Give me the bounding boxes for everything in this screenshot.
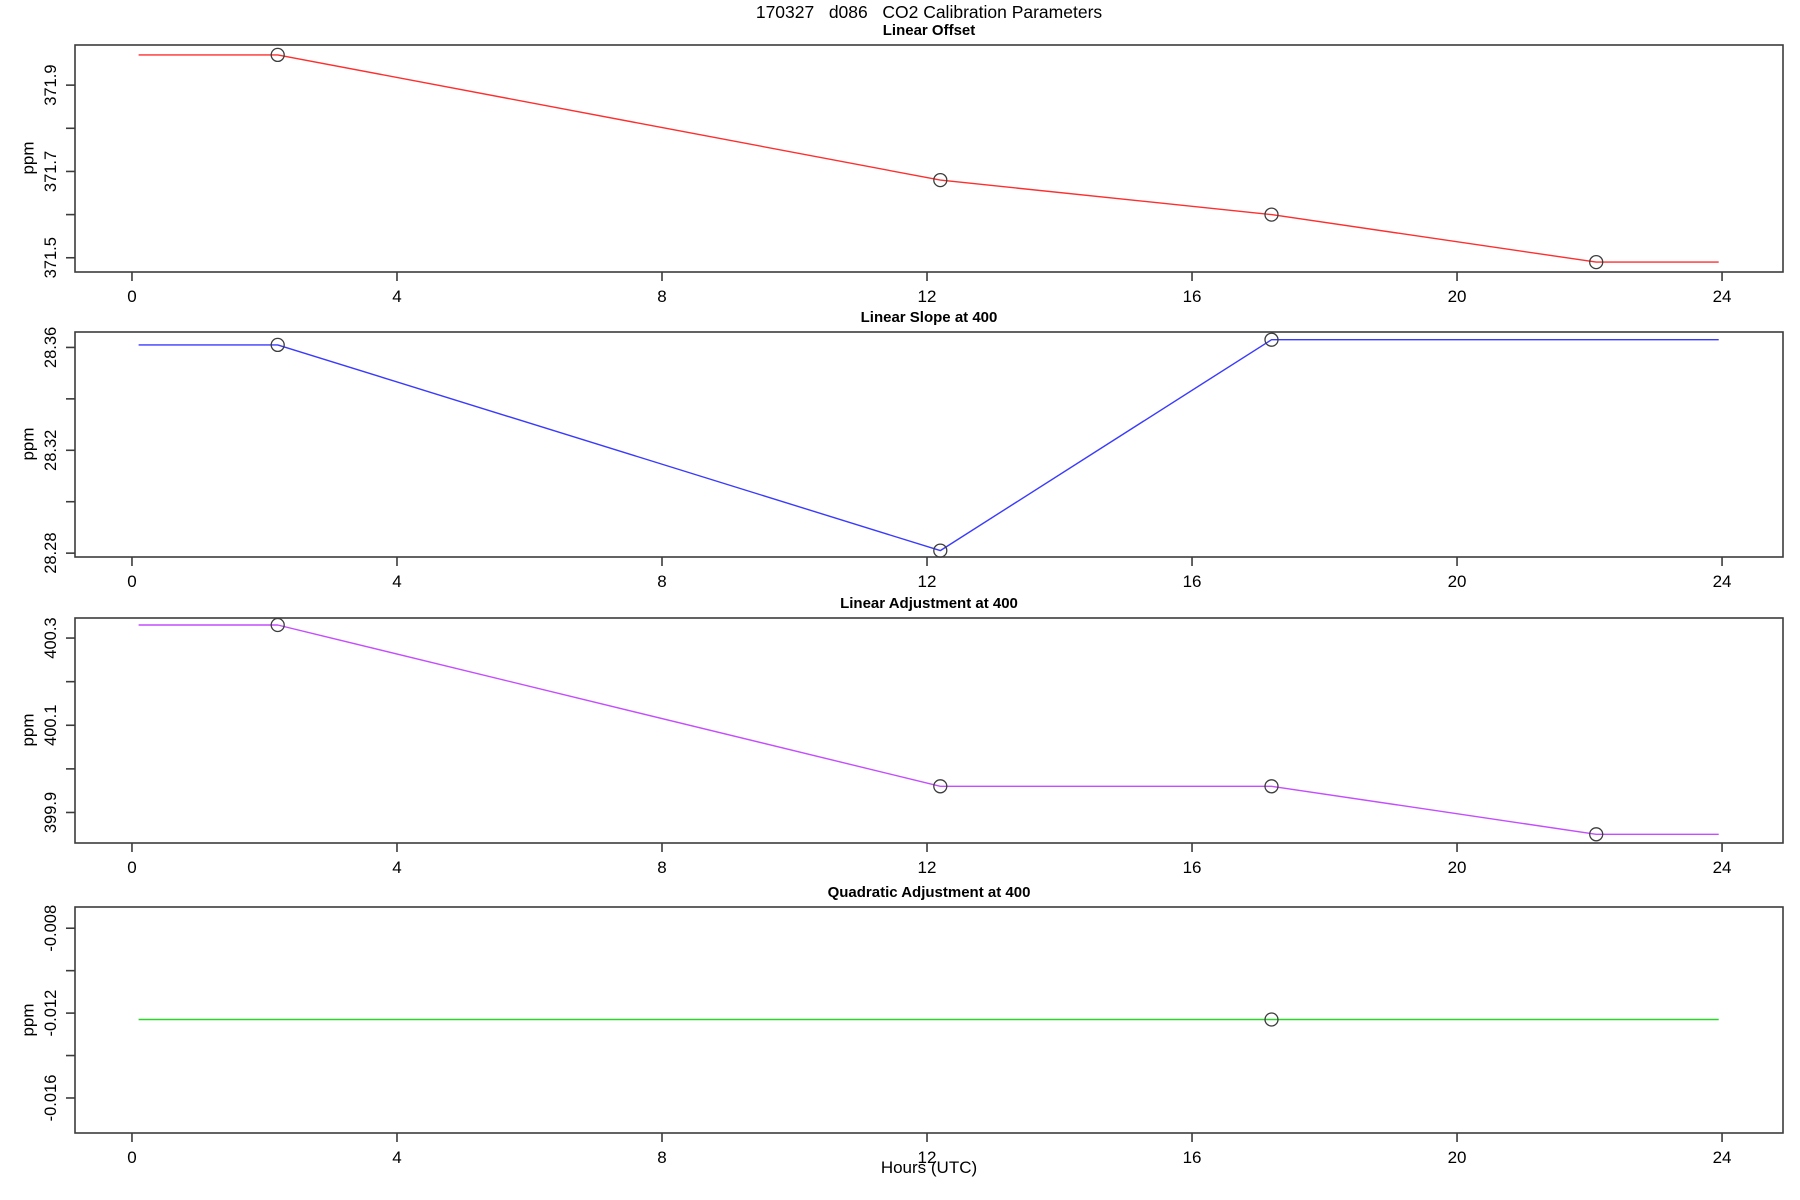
panel-title-linear-slope: Linear Slope at 400 [860, 309, 998, 326]
data-point-marker [933, 543, 948, 558]
figure-title: 170327 d086 CO2 Calibration Parameters [755, 2, 1103, 22]
y-tick-label: 28.28 [42, 532, 60, 573]
data-point-marker [1264, 779, 1279, 794]
panel-linear-offset: 0 4 8 12 16 20 24 371.5 371.7 371.9 [42, 44, 1784, 306]
x-tick-label: 12 [918, 858, 937, 877]
data-point-marker [270, 337, 285, 353]
y-tick-label: 28.32 [42, 430, 60, 471]
plot-border [74, 906, 1784, 1134]
y-axis-label-panel-3: ppm [18, 713, 38, 747]
x-tick-label: 0 [127, 858, 136, 877]
y-axis-label-panel-2: ppm [18, 427, 38, 461]
y-tick-label: -0.016 [42, 1075, 60, 1122]
data-point-marker [933, 172, 948, 188]
x-axis-label: Hours (UTC) [880, 1158, 978, 1177]
x-tick-label: 16 [1183, 287, 1202, 306]
data-line-linear-adjustment-at-400 [138, 624, 1719, 835]
x-tick-label: 12 [918, 287, 937, 306]
y-axis-label-panel-1: ppm [18, 141, 38, 175]
x-tick-label: 24 [1713, 1148, 1732, 1167]
x-tick-label: 0 [127, 287, 136, 306]
y-tick-label: 371.9 [42, 64, 60, 105]
plot-border [74, 331, 1784, 558]
x-tick-label: 8 [657, 572, 666, 591]
data-point-marker [1264, 332, 1279, 347]
data-line-linear-slope-at-400 [138, 339, 1719, 552]
y-tick-label: -0.012 [42, 990, 60, 1037]
y-tick-label: 371.7 [42, 151, 60, 192]
x-tick-label: 8 [657, 1148, 666, 1167]
y-axis-label-panel-4: ppm [18, 1003, 38, 1037]
x-tick-label: 12 [918, 572, 937, 591]
x-tick-label: 8 [657, 858, 666, 877]
panel-title-linear-offset: Linear Offset [882, 22, 976, 39]
x-tick-label: 4 [392, 572, 401, 591]
y-tick-label: 371.5 [42, 237, 60, 278]
data-point-marker [1589, 827, 1604, 842]
x-tick-label: 4 [392, 858, 401, 877]
data-point-marker [1589, 254, 1604, 270]
x-tick-label: 4 [392, 287, 401, 306]
x-tick-label: 4 [392, 1148, 401, 1167]
x-tick-label: 24 [1713, 572, 1732, 591]
y-tick-label: 400.1 [42, 705, 60, 746]
x-tick-label: 16 [1183, 572, 1202, 591]
x-tick-label: 20 [1448, 1148, 1467, 1167]
data-line-linear-offset [138, 54, 1719, 263]
plot-border [74, 44, 1784, 273]
y-tick-label: 400.3 [42, 617, 60, 658]
panel-title-linear-adjustment: Linear Adjustment at 400 [840, 595, 1018, 612]
data-point-marker [270, 617, 285, 633]
x-tick-label: 20 [1448, 858, 1467, 877]
x-tick-label: 0 [127, 572, 136, 591]
data-point-marker [270, 47, 285, 63]
panel-linear-adjustment-at-400: 0 4 8 12 16 20 24 399.9 400.1 400.3 [42, 617, 1784, 877]
x-tick-label: 16 [1183, 1148, 1202, 1167]
x-tick-label: 20 [1448, 287, 1467, 306]
data-point-marker [1264, 207, 1279, 222]
y-tick-label: 399.9 [42, 792, 60, 833]
x-tick-label: 8 [657, 287, 666, 306]
x-tick-label: 20 [1448, 572, 1467, 591]
panel-title-quadratic-adjustment: Quadratic Adjustment at 400 [827, 884, 1031, 901]
x-tick-label: 24 [1713, 287, 1732, 306]
data-point-marker [933, 779, 948, 794]
data-point-marker [1264, 1012, 1279, 1027]
x-tick-label: 24 [1713, 858, 1732, 877]
plot-border [74, 617, 1784, 844]
y-tick-label: 28.36 [42, 327, 60, 368]
x-tick-label: 16 [1183, 858, 1202, 877]
y-tick-label: -0.008 [42, 905, 60, 952]
panel-quadratic-adjustment-at-400: 0 4 8 12 16 20 24 -0.016 -0.012 -0.008 [42, 905, 1784, 1167]
panel-linear-slope-at-400: 0 4 8 12 16 20 24 28.28 28.32 28.36 [42, 327, 1784, 591]
x-tick-label: 0 [127, 1148, 136, 1167]
x-tick-label: 12 [918, 1148, 937, 1167]
